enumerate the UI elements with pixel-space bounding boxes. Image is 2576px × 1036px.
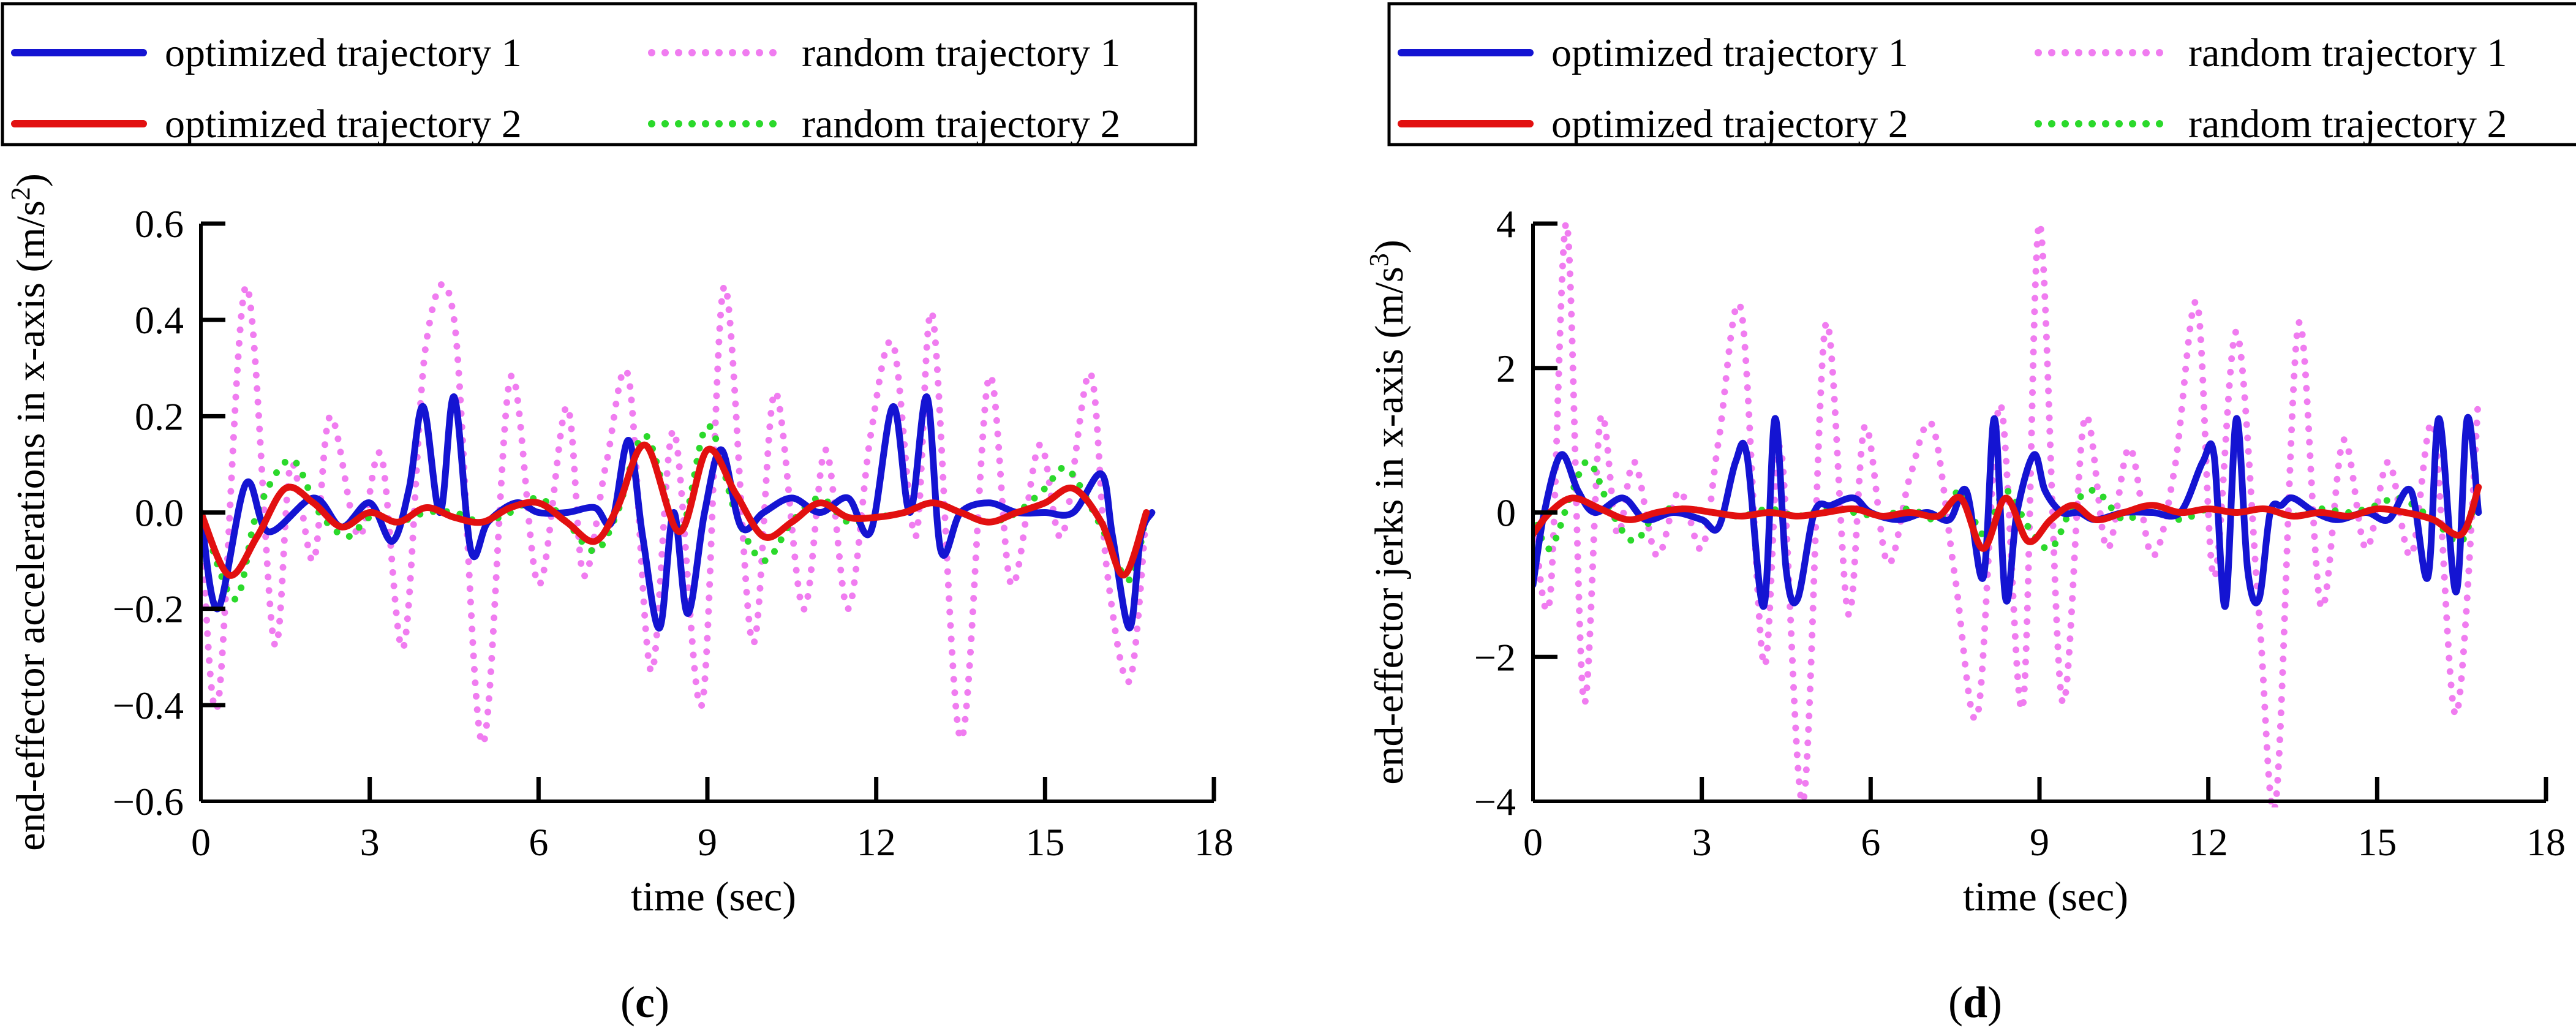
legend-entry-label: optimized trajectory 1 [165,31,522,75]
y-tick-label: −2 [1474,635,1516,679]
x-tick-label: 9 [2030,820,2049,864]
x-tick-label: 3 [1692,820,1712,864]
y-tick-label: −0.2 [113,588,184,631]
y-tick-label: −0.4 [113,684,184,727]
y-axis-label-superscript: 2 [6,187,36,200]
x-tick-label: 6 [529,820,548,864]
panel-label-close: ) [1987,978,2002,1027]
series-group [1533,219,2482,807]
legend-entry-label: random trajectory 1 [802,31,1120,75]
x-tick-label: 9 [698,820,717,864]
series-line-optimized-trajectory-1 [201,393,1156,632]
x-tick-label: 12 [857,820,896,864]
y-axis-label-main: end-effector jerks in x-axis (m/s [1367,267,1412,785]
series-line-optimized-trajectory-2 [1533,483,2482,552]
panel-label-open: ( [1948,978,1963,1027]
x-tick-label: 12 [2189,820,2228,864]
panel-label-letter: c [635,978,655,1027]
y-axis-label: end-effector jerks in x-axis (m/s3) [1364,240,1412,784]
x-tick-label: 6 [1861,820,1880,864]
y-tick-label: 0 [1496,491,1516,535]
y-axis-label-tail: ) [1367,240,1412,253]
y-tick-label: 0.6 [135,202,184,246]
x-tick-label: 15 [2357,820,2397,864]
y-tick-label: −4 [1474,780,1516,823]
legend: optimized trajectory 1 random trajectory … [1,2,1197,146]
legend-entry-label: optimized trajectory 2 [165,102,522,146]
legend-entry-label: random trajectory 2 [2188,102,2507,146]
panel-label: (c) [620,978,669,1027]
series-line-optimized-trajectory-2 [201,441,1150,579]
y-tick-label: 2 [1496,347,1516,390]
y-axis-label: end-effector accelerations in x-axis (m/… [6,173,53,851]
x-axis-label: time (sec) [631,873,796,920]
y-axis-label-tail: ) [9,173,53,187]
x-axis-label: time (sec) [1963,873,2128,920]
chart-panel-c: 0 3 6 9 12 15 18 −0.6 −0.4 −0.2 0.0 0.2 0.4 0.6 time (… [1,2,1233,1027]
panel-label-letter: d [1963,978,1987,1027]
legend-entry-label: optimized trajectory 2 [1551,102,1908,146]
series-line-random-trajectory-1 [1533,219,2482,807]
series-group [201,281,1156,747]
panel-label: (d) [1948,978,2002,1027]
legend-entry-label: random trajectory 1 [2188,31,2507,75]
panel-label-open: ( [620,978,635,1027]
y-tick-label: 0.2 [135,395,184,438]
x-tick-label: 15 [1025,820,1064,864]
legend-entry-label: random trajectory 2 [802,102,1120,146]
legend-entry-label: optimized trajectory 1 [1551,31,1908,75]
y-tick-label: −0.6 [113,780,184,823]
y-axis-label-main: end-effector accelerations in x-axis (m/… [9,200,53,851]
legend-box [1,2,1197,146]
x-tick-label: 18 [2526,820,2566,864]
x-tick-label: 18 [1194,820,1233,864]
x-tick-label: 0 [191,820,211,864]
panel-label-close: ) [655,978,669,1027]
x-tick-label: 0 [1523,820,1543,864]
legend: optimized trajectory 1 random trajectory … [1387,2,2576,146]
legend-box [1387,2,2576,146]
y-tick-label: 0.0 [135,491,184,535]
y-axis-label-superscript: 3 [1364,253,1394,267]
x-tick-label: 3 [360,820,380,864]
chart-panel-d: 0 3 6 9 12 15 18 −4 −2 0 2 4 time (sec) end-effector … [1364,2,2576,1027]
y-tick-label: 4 [1496,202,1516,246]
y-tick-label: 0.4 [135,298,184,342]
